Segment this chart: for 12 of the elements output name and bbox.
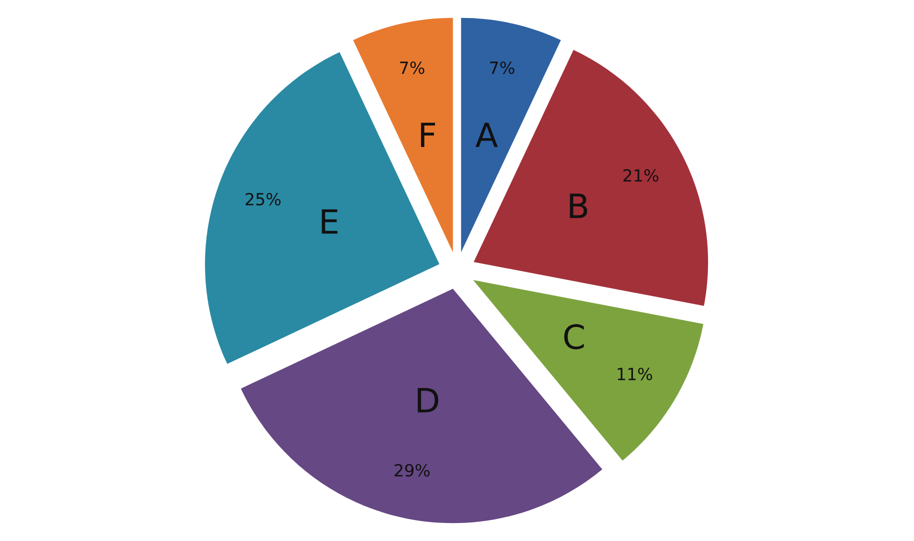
data-label: 7% bbox=[400, 61, 424, 74]
slice-label: B bbox=[570, 194, 588, 218]
slice-label: F bbox=[421, 122, 435, 148]
data-label: 7% bbox=[490, 61, 514, 74]
data-label: 29% bbox=[394, 464, 430, 477]
data-label: 21% bbox=[623, 169, 658, 182]
slice-label: E bbox=[322, 209, 338, 234]
slice-label: D bbox=[418, 388, 438, 412]
data-label: 25% bbox=[246, 192, 281, 206]
data-label: 11% bbox=[618, 368, 652, 380]
slice-label: C bbox=[564, 324, 584, 350]
slice-label: A bbox=[476, 122, 498, 148]
